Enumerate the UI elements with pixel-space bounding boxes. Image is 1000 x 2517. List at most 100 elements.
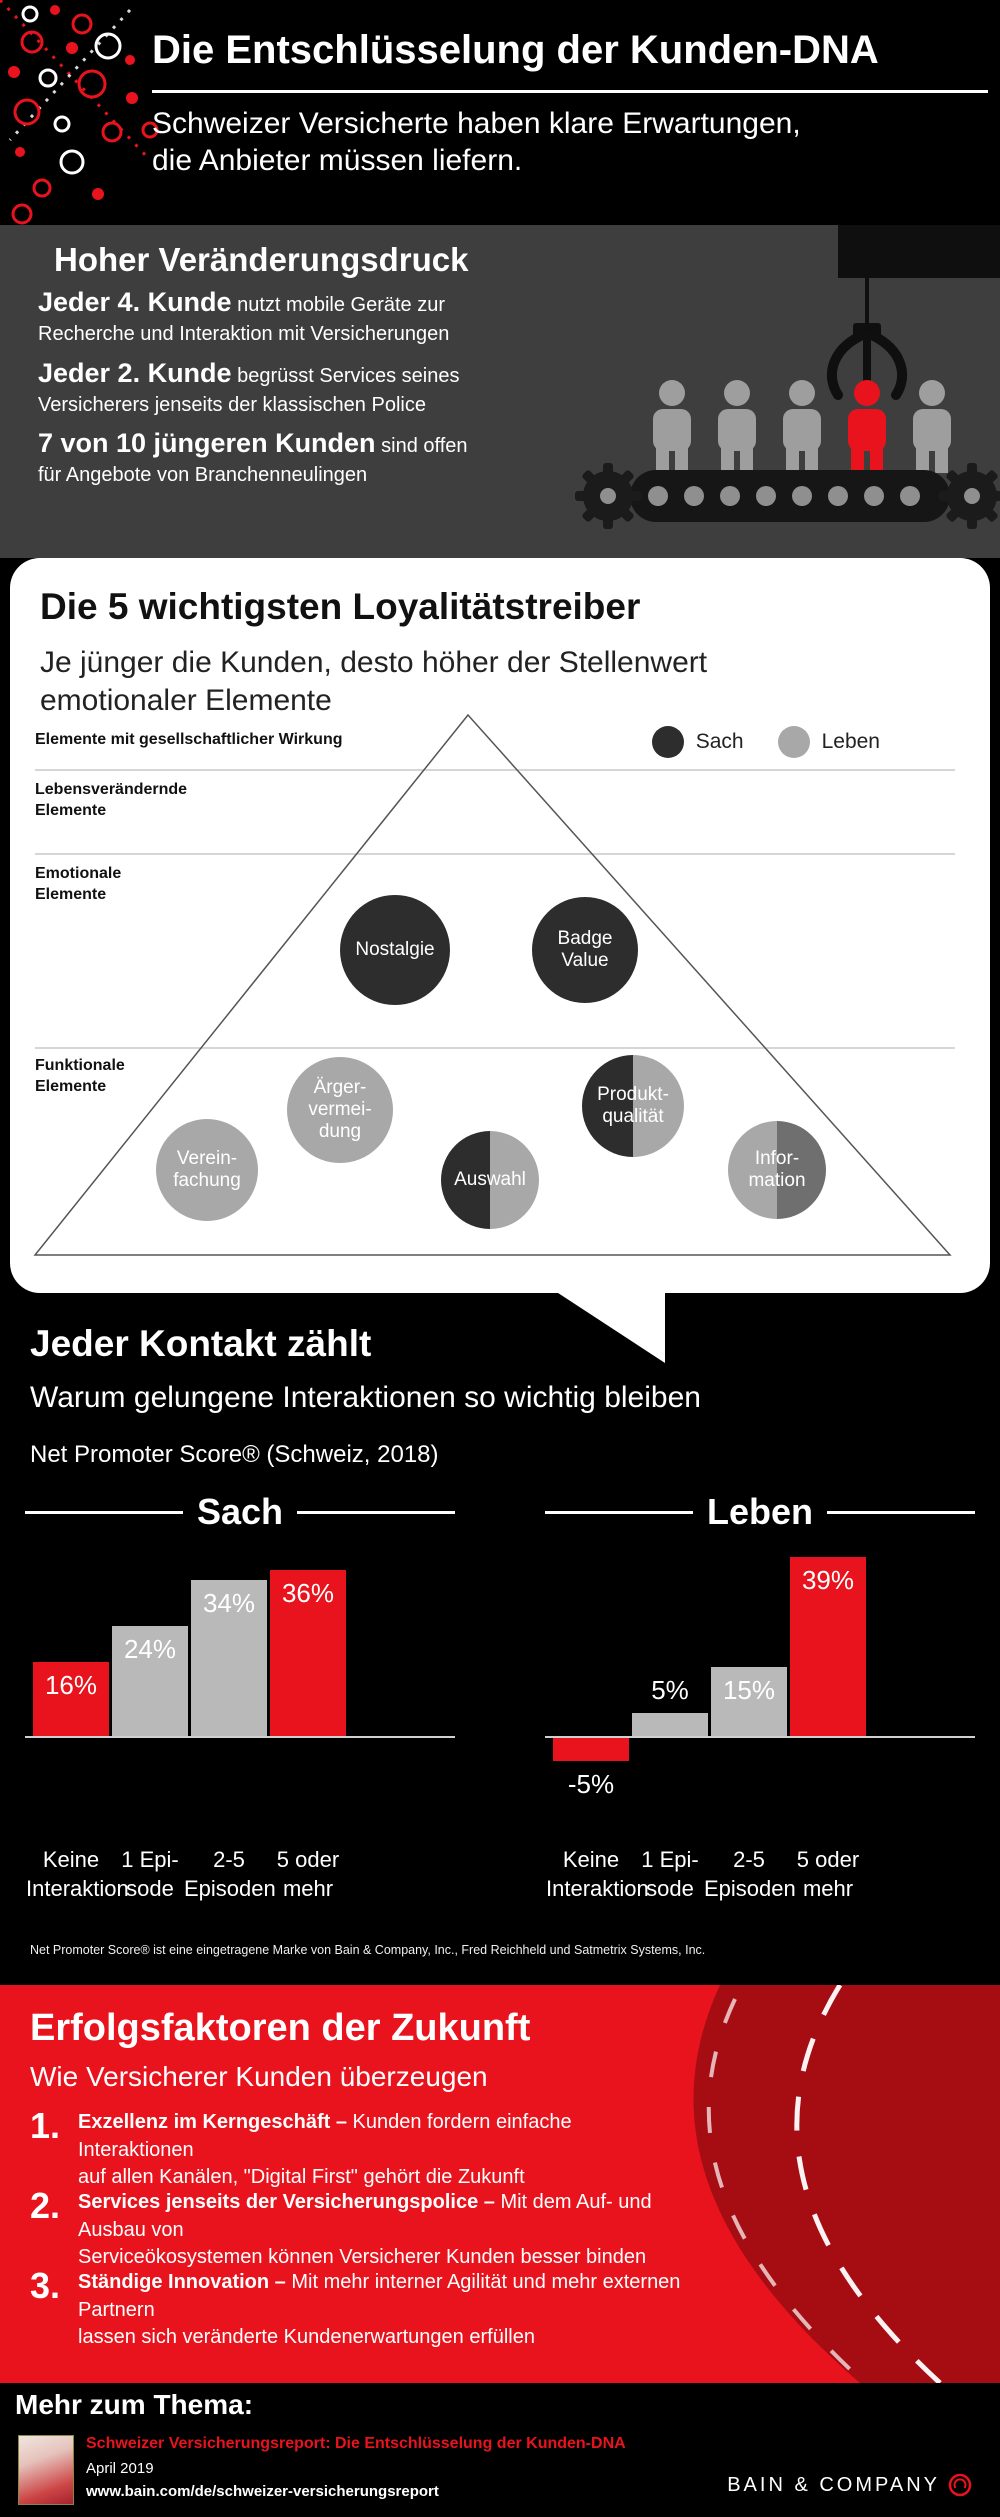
- bar-value-label: 16%: [44, 1670, 98, 1700]
- chart-title-text: Sach: [196, 1491, 284, 1532]
- title-line-left: [25, 1510, 183, 1514]
- title-divider: [152, 90, 988, 93]
- item-text-block: Services jenseits der Versicherungspolic…: [78, 2189, 690, 2272]
- future-subheading: Wie Versicherer Kunden überzeugen: [30, 2061, 488, 2092]
- nps-subheading: Warum gelungene Interaktionen so wichtig…: [30, 1381, 701, 1414]
- report-title: Schweizer Versicherungsreport: Die Entsc…: [86, 2435, 626, 2452]
- pressure-section: Hoher Veränderungsdruck Jeder 4. Kunde n…: [0, 225, 1000, 558]
- bain-circle-logo-icon: [948, 2473, 972, 2497]
- footer-heading: Mehr zum Thema:: [15, 2389, 254, 2420]
- pyramid-circle-label: Badge Value: [557, 928, 613, 971]
- bar-leben-2: [711, 1667, 787, 1736]
- leben-dot-icon: [777, 726, 810, 758]
- bar-value-label: 24%: [123, 1634, 177, 1664]
- bar-sach-3: [270, 1570, 346, 1736]
- bar-leben-3: [790, 1557, 866, 1736]
- stat-text: nutzt mobile Geräte zur Recherche und In…: [38, 294, 450, 345]
- level-label-functional: Funktionale Elemente: [35, 1057, 125, 1095]
- stat-lead: Jeder 2. Kunde: [38, 358, 232, 388]
- bar-value-label: 39%: [801, 1565, 855, 1595]
- stat-services: Jeder 2. Kunde begrüsst Services seines …: [38, 356, 578, 418]
- report-date: April 2019: [86, 2460, 154, 2477]
- report-thumbnail: [18, 2435, 74, 2505]
- item-number: 3.: [30, 2265, 61, 2306]
- header-subtitle: Schweizer Versicherte haben klare Erwart…: [152, 107, 801, 177]
- bar-sach-2: [191, 1580, 267, 1736]
- pyramid-circle-badge-value: Badge Value: [532, 897, 638, 1003]
- legend-item-sach: Sach: [651, 726, 744, 758]
- legend-label: Sach: [695, 730, 744, 753]
- bar-value-label: 36%: [281, 1578, 335, 1608]
- category-label: 2-5 Episoden: [704, 1847, 796, 1901]
- title-line-right: [827, 1510, 976, 1514]
- claw-icon: [826, 225, 1000, 400]
- item-lead: Ständige Innovation –: [78, 2271, 292, 2293]
- road-graphic: [693, 1985, 1000, 2383]
- loyalty-section: Die 5 wichtigsten Loyalitätstreiber Je j…: [0, 558, 1000, 1363]
- pyramid-diagram: [33, 713, 955, 1256]
- category-label: Keine Interaktion: [26, 1847, 129, 1901]
- chart-title-text: Leben: [707, 1491, 814, 1532]
- chart-sach-title: Sach: [25, 1490, 456, 1534]
- item-lead: Services jenseits der Versicherungspolic…: [78, 2191, 501, 2213]
- bain-wordmark: BAIN & COMPANY: [727, 2473, 940, 2496]
- legend: Sach Leben: [651, 726, 880, 758]
- conveyor-belt-graphic: [575, 463, 1000, 529]
- bar-value-label: -5%: [567, 1769, 615, 1799]
- highlighted-person-icon: [848, 380, 886, 473]
- header-section: Die Entschlüsselung der Kunden-DNA Schwe…: [0, 0, 1000, 225]
- nps-section: Jeder Kontakt zählt Warum gelungene Inte…: [0, 1293, 1000, 1985]
- category-label: 5 oder mehr: [796, 1847, 860, 1901]
- category-label: 1 Epi- sode: [641, 1847, 699, 1901]
- trademark-footnote: Net Promoter Score® ist eine eingetragen…: [30, 1943, 706, 1957]
- level-label-social: Elemente mit gesellschaftlicher Wirkung: [35, 731, 343, 748]
- item-text: Mit mehr interner Agilität und mehr exte…: [78, 2271, 681, 2349]
- legend-label: Leben: [821, 730, 880, 753]
- category-label: 2-5 Episoden: [184, 1847, 276, 1901]
- title-line-left: [545, 1510, 693, 1514]
- stat-newcomers: 7 von 10 jüngeren Kunden sind offen für …: [38, 426, 578, 488]
- item-number: 1.: [30, 2105, 61, 2146]
- item-number: 2.: [30, 2185, 61, 2226]
- axis-baseline: [25, 1736, 455, 1738]
- bain-logo: BAIN & COMPANY: [727, 2473, 972, 2497]
- legend-item-leben: Leben: [777, 726, 880, 758]
- pyramid-circle-label: Nostalgie: [355, 939, 435, 961]
- axis-baseline: [545, 1736, 975, 1738]
- pyramid-circle-label: Verein- fachung: [173, 1148, 241, 1191]
- future-heading: Erfolgsfaktoren der Zukunft: [30, 2007, 531, 2049]
- pyramid-circle-label: Produkt- qualität: [597, 1084, 669, 1127]
- chart-leben-title: Leben: [545, 1490, 976, 1534]
- dna-helix-graphic: [0, 0, 159, 225]
- footer-section: Mehr zum Thema: Schweizer Versicherungsr…: [0, 2383, 1000, 2517]
- level-label-emotional: Emotionale Elemente: [35, 865, 122, 903]
- bar-leben-1: [632, 1713, 708, 1736]
- bar-value-label: 15%: [722, 1675, 776, 1705]
- report-url: www.bain.com/de/schweizer-versicherungsr…: [86, 2483, 439, 2500]
- chart-sach: Sach 16% Keine Interaktion 24% 1 Epi- sode 3…: [25, 1490, 456, 1906]
- nps-heading: Jeder Kontakt zählt: [30, 1323, 372, 1364]
- bar-value-label: 34%: [202, 1588, 256, 1618]
- pyramid-circle-auswahl: Auswahl: [441, 1131, 539, 1229]
- future-section: Erfolgsfaktoren der Zukunft Wie Versiche…: [0, 1985, 1000, 2383]
- stat-text: begrüsst Services seines Versicherers je…: [38, 365, 460, 416]
- title-line-right: [297, 1510, 456, 1514]
- pyramid-circle-vereinfachung: Verein- fachung: [156, 1119, 258, 1221]
- stat-lead: Jeder 4. Kunde: [38, 287, 232, 317]
- pressure-heading: Hoher Veränderungsdruck: [54, 241, 469, 278]
- speech-bubble: Die 5 wichtigsten Loyalitätstreiber Je j…: [10, 558, 990, 1293]
- loyalty-heading: Die 5 wichtigsten Loyalitätstreiber: [40, 586, 641, 627]
- bar-value-label: 5%: [651, 1675, 689, 1705]
- chart-leben: Leben -5% Keine Interaktion 5% 1 Epi- sode 1…: [545, 1490, 976, 1906]
- pyramid-circle-nostalgie: Nostalgie: [340, 895, 450, 1005]
- pyramid-circle-aergervermeidung: Ärger- vermei- dung: [287, 1057, 393, 1163]
- claw-machine-graphic: [575, 225, 1000, 529]
- sach-dot-icon: [651, 726, 684, 758]
- success-factor-3: 3. Ständige Innovation – Mit mehr intern…: [30, 2265, 690, 2352]
- success-factor-1: 1. Exzellenz im Kerngeschäft – Kunden fo…: [30, 2105, 690, 2192]
- pyramid-circle-label: Ärger- vermei- dung: [308, 1077, 372, 1142]
- item-lead: Exzellenz im Kerngeschäft –: [78, 2111, 353, 2133]
- bar-sach-0: [33, 1662, 109, 1736]
- bar-leben-0: [553, 1738, 629, 1761]
